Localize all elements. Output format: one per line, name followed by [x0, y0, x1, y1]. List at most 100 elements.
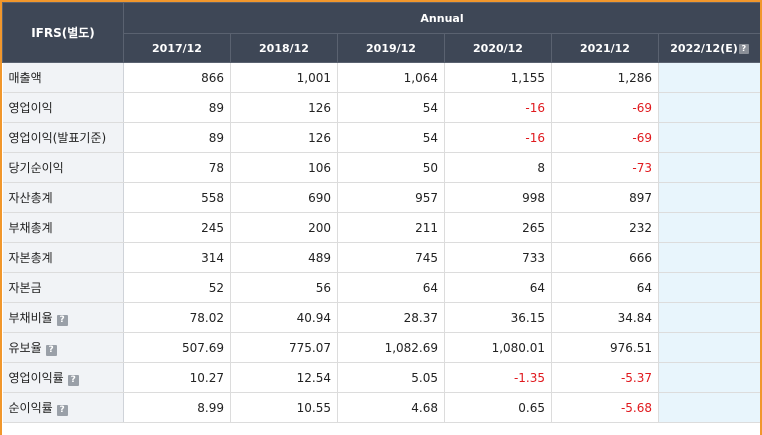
value-cell: 28.37 — [337, 302, 445, 333]
value-cell: -5.37 — [551, 362, 659, 393]
financial-summary-table: IFRS(별도) Annual 2017/12 2018/12 2019/12 202… — [2, 2, 760, 423]
value-cell: 775.07 — [230, 332, 338, 363]
value-cell: 690 — [230, 182, 338, 213]
value-cell: 507.69 — [123, 332, 231, 363]
value-cell: 54 — [337, 92, 445, 123]
help-icon[interactable]: ? — [45, 345, 57, 356]
value-cell: 0.65 — [444, 392, 552, 423]
table-row: 유보율? 507.69 775.07 1,082.69 1,080.01 976.51 — [2, 332, 760, 363]
help-icon[interactable]: ? — [56, 315, 68, 326]
table-row: 자본금 52 56 64 64 64 — [2, 272, 760, 303]
value-cell — [658, 62, 760, 93]
value-cell: 1,001 — [230, 62, 338, 93]
year-header: 2017/12 — [123, 33, 231, 63]
help-icon[interactable]: ? — [56, 405, 68, 416]
table-row: 영업이익(발표기준) 89 126 54 -16 -69 — [2, 122, 760, 153]
value-cell: 211 — [337, 212, 445, 243]
row-label: 영업이익 — [8, 101, 53, 115]
row-label-cell: 영업이익(발표기준) — [2, 122, 124, 153]
value-cell — [658, 152, 760, 183]
value-cell — [658, 392, 760, 423]
row-label: 영업이익(발표기준) — [8, 131, 107, 145]
value-cell: 126 — [230, 122, 338, 153]
value-cell: 998 — [444, 182, 552, 213]
value-cell: -5.68 — [551, 392, 659, 423]
value-cell: 1,286 — [551, 62, 659, 93]
value-cell — [658, 182, 760, 213]
row-label: 순이익률 — [8, 401, 53, 415]
value-cell: 4.68 — [337, 392, 445, 423]
row-label: 자본금 — [8, 281, 42, 295]
value-cell: 5.05 — [337, 362, 445, 393]
row-label-cell: 당기순이익 — [2, 152, 124, 183]
value-cell: 10.27 — [123, 362, 231, 393]
ifrs-header: IFRS(별도) — [2, 2, 124, 63]
value-cell: 1,082.69 — [337, 332, 445, 363]
year-header: 2022/12(E)? — [657, 33, 760, 63]
row-label: 부채총계 — [8, 221, 53, 235]
value-cell — [658, 92, 760, 123]
table-row: 순이익률? 8.99 10.55 4.68 0.65 -5.68 — [2, 392, 760, 423]
value-cell: 1,155 — [444, 62, 552, 93]
row-label-cell: 매출액 — [2, 62, 124, 93]
year-header: 2018/12 — [230, 33, 338, 63]
value-cell: 897 — [551, 182, 659, 213]
value-cell: 64 — [444, 272, 552, 303]
value-cell: 10.55 — [230, 392, 338, 423]
value-cell: 36.15 — [444, 302, 552, 333]
year-label: 2019/12 — [366, 41, 416, 55]
help-icon[interactable]: ? — [67, 375, 79, 386]
annual-header: Annual — [122, 2, 760, 34]
value-cell: -16 — [444, 92, 552, 123]
year-label: 2018/12 — [259, 41, 309, 55]
row-label: 매출액 — [8, 71, 42, 85]
value-cell — [658, 242, 760, 273]
row-label-cell: 영업이익 — [2, 92, 124, 123]
year-header: 2019/12 — [337, 33, 445, 63]
value-cell: 12.54 — [230, 362, 338, 393]
value-cell: -73 — [551, 152, 659, 183]
value-cell — [658, 212, 760, 243]
value-cell: 78 — [123, 152, 231, 183]
row-label-cell: 자산총계 — [2, 182, 124, 213]
value-cell: 976.51 — [551, 332, 659, 363]
year-label: 2022/12(E) — [670, 41, 738, 55]
year-label: 2017/12 — [152, 41, 202, 55]
table-row: 영업이익 89 126 54 -16 -69 — [2, 92, 760, 123]
value-cell — [658, 122, 760, 153]
value-cell: 1,080.01 — [444, 332, 552, 363]
value-cell: 64 — [551, 272, 659, 303]
year-header: 2020/12 — [444, 33, 552, 63]
year-label: 2021/12 — [580, 41, 630, 55]
value-cell: -16 — [444, 122, 552, 153]
value-cell: 50 — [337, 152, 445, 183]
value-cell: 957 — [337, 182, 445, 213]
row-label-cell: 순이익률? — [2, 392, 124, 423]
value-cell: 126 — [230, 92, 338, 123]
row-label: 영업이익률 — [8, 371, 64, 385]
row-label-cell: 유보율? — [2, 332, 124, 363]
row-label: 당기순이익 — [8, 161, 64, 175]
value-cell: 34.84 — [551, 302, 659, 333]
table-row: 영업이익률? 10.27 12.54 5.05 -1.35 -5.37 — [2, 362, 760, 393]
table-row: 자본총계 314 489 745 733 666 — [2, 242, 760, 273]
year-label: 2020/12 — [473, 41, 523, 55]
value-cell: 733 — [444, 242, 552, 273]
value-cell: 52 — [123, 272, 231, 303]
table-row: 당기순이익 78 106 50 8 -73 — [2, 152, 760, 183]
table-row: 매출액 866 1,001 1,064 1,155 1,286 — [2, 62, 760, 93]
value-cell: 200 — [230, 212, 338, 243]
estimate-help-icon[interactable]: ? — [738, 43, 749, 54]
value-cell: 1,064 — [337, 62, 445, 93]
row-label: 유보율 — [8, 341, 42, 355]
row-label-cell: 부채비율? — [2, 302, 124, 333]
value-cell — [658, 302, 760, 333]
year-header: 2021/12 — [551, 33, 659, 63]
value-cell: 8.99 — [123, 392, 231, 423]
value-cell: 54 — [337, 122, 445, 153]
value-cell — [658, 362, 760, 393]
row-label: 자산총계 — [8, 191, 53, 205]
table-row: 부채비율? 78.02 40.94 28.37 36.15 34.84 — [2, 302, 760, 333]
value-cell: 106 — [230, 152, 338, 183]
value-cell: 666 — [551, 242, 659, 273]
